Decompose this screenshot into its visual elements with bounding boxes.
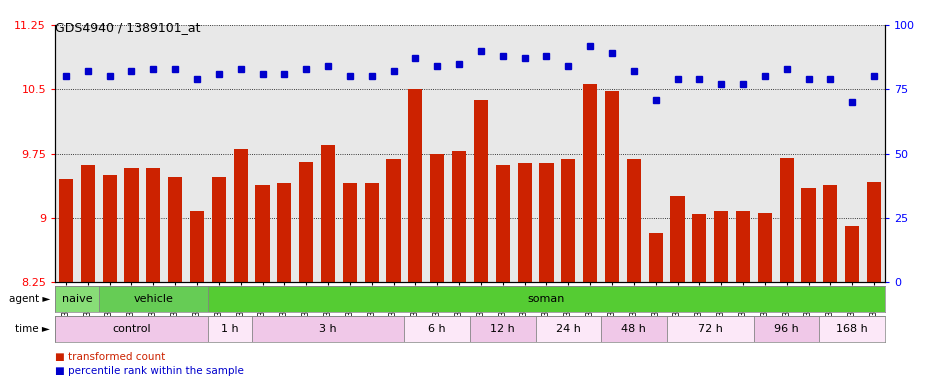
Text: 96 h: 96 h (774, 324, 799, 334)
Bar (343, 184, 357, 282)
Bar (605, 91, 619, 282)
Text: 3 h: 3 h (319, 324, 337, 334)
Bar (404, 316, 470, 342)
Text: 6 h: 6 h (428, 324, 446, 334)
Bar (692, 214, 707, 282)
Bar (364, 184, 379, 282)
Bar (470, 316, 536, 342)
Text: agent ►: agent ► (8, 294, 50, 304)
Text: ■ percentile rank within the sample: ■ percentile rank within the sample (55, 366, 244, 376)
Bar (208, 316, 252, 342)
Bar (124, 168, 139, 282)
Bar (671, 196, 684, 282)
Bar (601, 316, 667, 342)
Bar (430, 154, 444, 282)
Bar (387, 159, 401, 282)
Text: ■ transformed count: ■ transformed count (55, 352, 166, 362)
Bar (801, 188, 816, 282)
Bar (539, 163, 553, 282)
Bar (299, 162, 314, 282)
Text: 1 h: 1 h (221, 324, 239, 334)
Text: vehicle: vehicle (133, 294, 173, 304)
Text: soman: soman (528, 294, 565, 304)
Bar (823, 185, 837, 282)
Bar (103, 175, 117, 282)
Bar (474, 99, 488, 282)
Bar (820, 316, 885, 342)
Bar (321, 145, 335, 282)
Bar (845, 226, 859, 282)
Bar (627, 159, 641, 282)
Bar (99, 286, 208, 312)
Text: GDS4940 / 1389101_at: GDS4940 / 1389101_at (55, 21, 201, 34)
Bar (233, 149, 248, 282)
Text: 12 h: 12 h (490, 324, 515, 334)
Text: naive: naive (62, 294, 92, 304)
Bar (561, 159, 575, 282)
Bar (517, 163, 532, 282)
Bar (867, 182, 882, 282)
Text: time ►: time ► (15, 324, 50, 334)
Bar (736, 211, 750, 282)
Bar (212, 177, 226, 282)
Text: 72 h: 72 h (697, 324, 722, 334)
Bar (648, 233, 662, 282)
Bar (714, 211, 728, 282)
Text: 168 h: 168 h (836, 324, 868, 334)
Bar (583, 84, 598, 282)
Bar (146, 168, 160, 282)
Bar (59, 179, 73, 282)
Bar (408, 89, 423, 282)
Bar (55, 316, 208, 342)
Bar (452, 151, 466, 282)
Bar (252, 316, 404, 342)
Bar (255, 185, 269, 282)
Bar (208, 286, 885, 312)
Bar (780, 158, 794, 282)
Bar (55, 286, 99, 312)
Bar (168, 177, 182, 282)
Text: 24 h: 24 h (556, 324, 581, 334)
Bar (190, 211, 204, 282)
Bar (536, 316, 601, 342)
Bar (278, 184, 291, 282)
Bar (758, 214, 772, 282)
Text: 48 h: 48 h (622, 324, 647, 334)
Bar (80, 165, 95, 282)
Bar (496, 165, 510, 282)
Bar (754, 316, 820, 342)
Bar (667, 316, 754, 342)
Text: control: control (112, 324, 151, 334)
